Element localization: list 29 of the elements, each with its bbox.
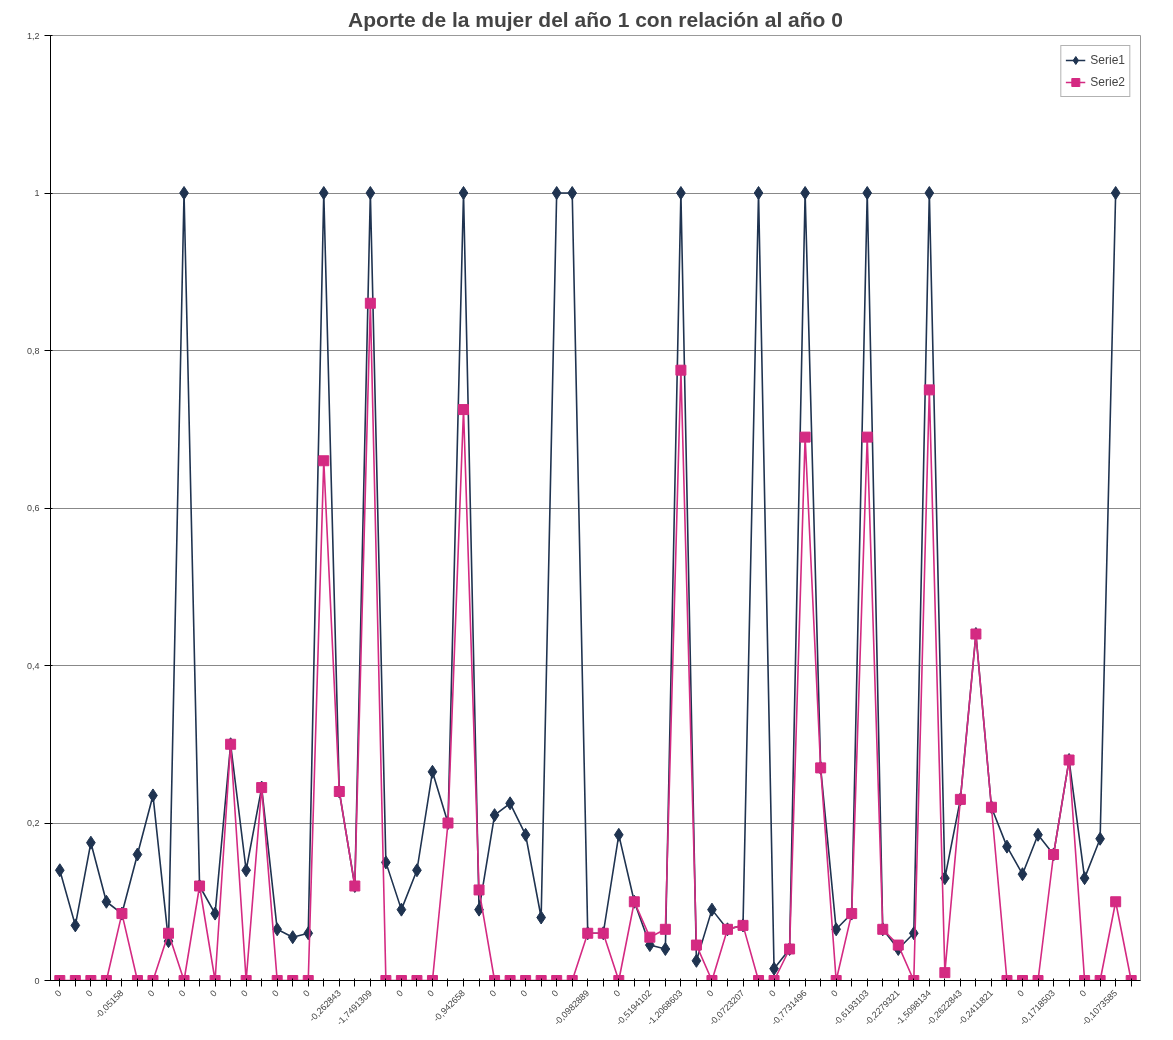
x-tick-label: 0 [239, 987, 250, 999]
legend-label: Serie1 [1090, 53, 1125, 67]
y-tick-label: 0,6 [26, 503, 40, 513]
x-tick-label: 0 [301, 987, 312, 999]
x-tick-label: 0 [704, 987, 716, 999]
x-tick-label: 0 [52, 987, 64, 999]
x-tick-label: 0 [145, 987, 157, 999]
legend-label: Serie2 [1090, 75, 1125, 89]
x-tick-label: 0 [1077, 987, 1089, 999]
x-tick-label: 0 [829, 987, 840, 999]
x-tick-label: 0 [83, 987, 95, 999]
x-tick-label: 0 [270, 987, 281, 999]
x-tick-label: 0 [176, 987, 188, 999]
x-tick-label: 0 [425, 987, 437, 999]
x-tick-label: 0 [394, 987, 405, 999]
y-tick-label: 0,2 [26, 818, 40, 828]
x-tick-label: 0 [611, 987, 623, 999]
x-tick-label: 0 [518, 987, 530, 999]
x-tick-label: 0 [487, 987, 499, 999]
x-tick-label: 0 [549, 987, 561, 999]
y-tick-label: 0 [34, 975, 40, 986]
y-tick-label: 1,2 [26, 30, 40, 41]
x-tick-label: 0 [766, 987, 778, 999]
y-tick-label: 1 [34, 188, 40, 198]
x-tick-label: 0 [1015, 987, 1027, 999]
y-tick-label: 0,8 [26, 345, 40, 356]
chart-title: Aporte de la mujer del año 1 con relación al año 0 [348, 7, 843, 31]
y-tick-label: 0,4 [26, 660, 40, 671]
x-tick-label: 0 [208, 987, 219, 999]
